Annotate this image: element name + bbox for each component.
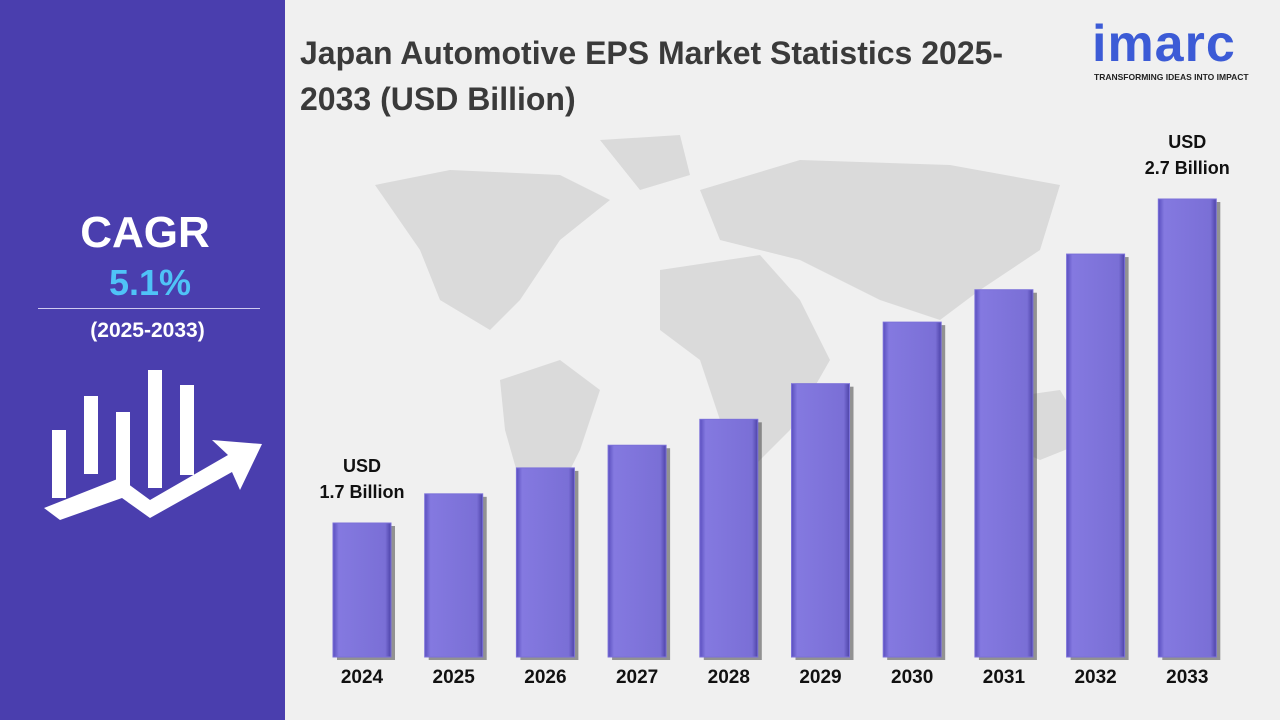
- bar: [1157, 198, 1217, 658]
- side-panel: CAGR 5.1% (2025-2033): [0, 0, 285, 720]
- logo-tagline: TRANSFORMING IDEAS INTO IMPACT: [1094, 72, 1249, 82]
- bar: [882, 321, 942, 658]
- cagr-value: 5.1%: [108, 262, 192, 303]
- value-label: USD 2.7 Billion: [1144, 132, 1230, 178]
- world-map: [375, 135, 1090, 520]
- bar: [424, 493, 484, 658]
- x-tick-label: 2030: [891, 667, 933, 688]
- x-tick-label: 2029: [799, 667, 841, 688]
- x-tick-label: 2027: [616, 667, 658, 688]
- bar: [699, 418, 759, 658]
- x-tick-label: 2032: [1074, 667, 1116, 688]
- x-tick-label: 2028: [708, 667, 750, 688]
- bar: [607, 444, 667, 658]
- x-tick-label: 2025: [433, 667, 476, 688]
- x-tick-label: 2026: [524, 667, 566, 688]
- x-tick-label: 2024: [341, 667, 384, 688]
- chart-title: Japan Automotive EPS Market Statistics 2…: [300, 35, 1004, 117]
- bar: [974, 289, 1034, 658]
- cagr-period: (2025-2033): [90, 319, 205, 342]
- logo: imarc: [1092, 15, 1236, 73]
- divider: [38, 308, 260, 309]
- growth-icon: [44, 370, 262, 520]
- value-label: USD 1.7 Billion: [319, 456, 405, 502]
- bar: [332, 522, 392, 658]
- x-tick-label: 2033: [1166, 667, 1208, 688]
- bar: [515, 467, 575, 658]
- x-tick-label: 2031: [983, 667, 1026, 688]
- cagr-label: CAGR: [80, 208, 210, 257]
- bar: [1066, 253, 1126, 658]
- bar: [791, 383, 850, 658]
